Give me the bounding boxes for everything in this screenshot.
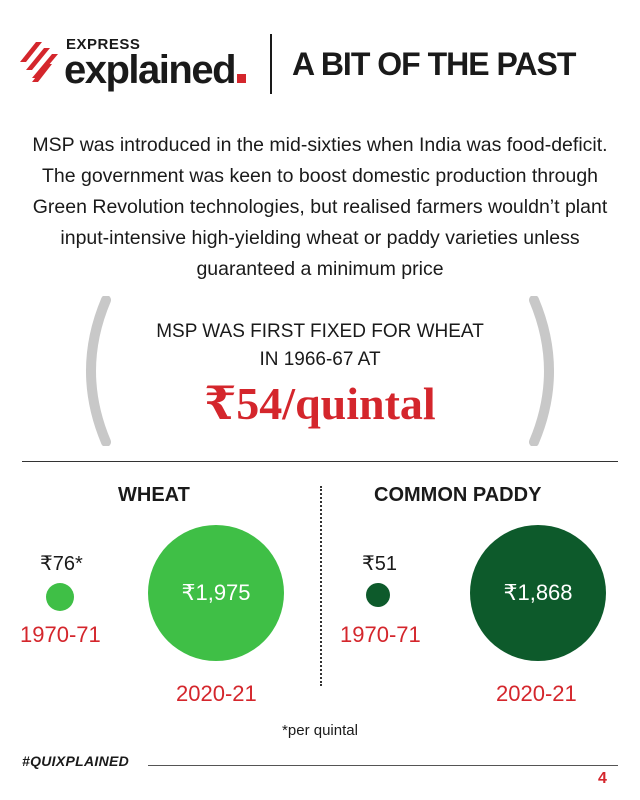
hashtag: #QUIXPLAINED xyxy=(22,753,130,769)
wheat-old-year: 1970-71 xyxy=(20,622,101,647)
header-divider xyxy=(270,34,272,94)
footnote: *per quintal xyxy=(282,722,358,739)
page-title: A BIT OF THE PAST xyxy=(292,46,576,82)
wheat-new-year: 2020-21 xyxy=(176,681,257,706)
wheat-new-value: ₹1,975 xyxy=(181,580,251,605)
paddy-new-year: 2020-21 xyxy=(496,681,577,706)
right-bracket-icon xyxy=(529,296,554,446)
wheat-title: WHEAT xyxy=(118,484,190,506)
paddy-title: COMMON PADDY xyxy=(374,484,542,506)
paddy-old-circle xyxy=(366,583,390,607)
paddy-old-value: ₹51 xyxy=(362,553,397,575)
callout-line-2: IN 1966-67 AT xyxy=(259,349,381,370)
brand-top-label: EXPRESS xyxy=(66,36,141,53)
wheat-old-circle xyxy=(46,583,74,611)
column-divider xyxy=(320,486,322,686)
footer-rule xyxy=(148,765,618,766)
intro-paragraph: MSP was introduced in the mid-sixties wh… xyxy=(32,134,608,280)
wheat-new-circle: ₹1,975 xyxy=(148,525,284,661)
callout-label: MSP WAS FIRST FIXED FOR WHEAT IN 1966-67… xyxy=(120,318,520,374)
express-explained-logo: EXPRESS explained xyxy=(18,36,258,96)
wheat-old-value: ₹76* xyxy=(40,553,83,575)
page-number: 4 xyxy=(598,770,607,787)
callout-value: ₹54/quintal xyxy=(204,378,436,429)
paddy-old-year: 1970-71 xyxy=(340,622,421,647)
left-bracket-icon xyxy=(86,296,111,446)
brand-main-text: explained xyxy=(64,48,237,92)
brand-dot xyxy=(237,74,247,83)
section-divider xyxy=(22,461,618,462)
brand-main-label: explained xyxy=(64,46,247,94)
paddy-new-circle: ₹1,868 xyxy=(470,525,606,661)
express-stripes-icon xyxy=(20,42,58,82)
paddy-new-value: ₹1,868 xyxy=(503,580,573,605)
callout-line-1: MSP WAS FIRST FIXED FOR WHEAT xyxy=(156,321,484,342)
